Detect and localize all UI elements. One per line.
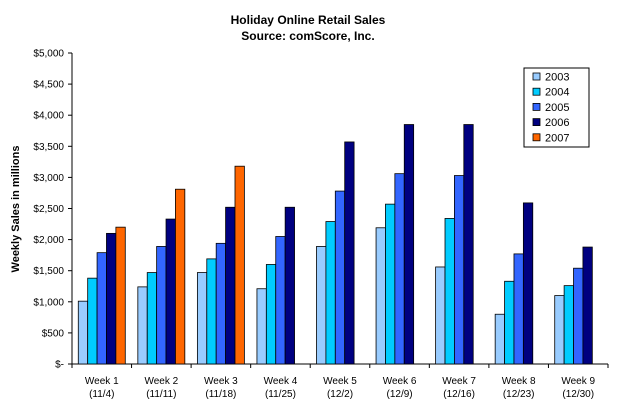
x-tick-label: Week 5 — [323, 376, 357, 387]
x-tick-date-label: (12/16) — [443, 389, 475, 400]
bar — [344, 141, 355, 365]
y-tick-label: $- — [55, 360, 64, 371]
legend-swatch — [532, 103, 541, 111]
bar — [454, 175, 465, 365]
bar — [334, 190, 346, 365]
bar — [206, 258, 217, 365]
bar — [106, 232, 117, 365]
x-tick-label: Week 6 — [383, 376, 417, 387]
bar — [284, 206, 295, 365]
bar — [256, 288, 267, 365]
x-tick-date-label: (11/18) — [205, 389, 236, 400]
x-tick-label: Week 9 — [561, 376, 595, 387]
bar — [563, 285, 574, 365]
x-tick-date-label: (11/11) — [146, 389, 176, 400]
chart-subtitle: Source: comScore, Inc. — [241, 29, 374, 43]
legend-label: 2005 — [545, 102, 569, 114]
bar — [165, 218, 176, 365]
bar — [394, 173, 405, 365]
x-tick-label: Week 1 — [85, 376, 119, 387]
y-tick-label: $5,000 — [33, 49, 64, 60]
bar — [504, 280, 515, 365]
bar — [137, 286, 148, 365]
bar — [215, 242, 226, 365]
bar — [275, 236, 286, 365]
y-tick-label: $1,500 — [33, 266, 64, 277]
y-tick-label: $2,000 — [33, 235, 64, 246]
bar — [146, 272, 158, 365]
y-tick-label: $500 — [42, 328, 65, 339]
x-tick-label: Week 8 — [502, 376, 536, 387]
legend-swatch — [532, 72, 541, 81]
x-tick-label: Week 7 — [442, 376, 476, 387]
y-tick-label: $4,000 — [33, 111, 64, 122]
legend-label: 2006 — [545, 117, 569, 129]
bar — [403, 124, 415, 365]
bar — [175, 188, 186, 365]
x-tick-label: Week 3 — [204, 376, 238, 387]
legend: 2003 2004 2005 2006 2007 — [523, 67, 590, 148]
bar — [463, 124, 474, 365]
bar — [435, 266, 446, 365]
x-tick-date-label: (12/30) — [562, 389, 594, 400]
chart-title: Holiday Online Retail Sales — [231, 13, 386, 27]
legend-label: 2004 — [545, 87, 569, 99]
bar — [196, 272, 208, 365]
x-tick-date-label: (11/4) — [89, 389, 114, 400]
bar — [265, 264, 277, 365]
bar — [494, 313, 505, 365]
legend-swatch — [532, 118, 541, 126]
bar — [225, 206, 236, 365]
y-tick-label: $2,500 — [33, 204, 64, 215]
x-tick-date-label: (11/25) — [265, 389, 296, 400]
bar — [385, 203, 396, 365]
legend-swatch — [532, 87, 541, 96]
legend-swatch — [532, 133, 541, 142]
bar — [96, 252, 107, 365]
x-tick-label: Week 2 — [144, 376, 178, 387]
y-tick-label: $3,000 — [33, 173, 64, 184]
bar — [87, 277, 98, 365]
y-tick-label: $1,000 — [33, 297, 64, 308]
bar — [115, 226, 126, 365]
bar — [325, 221, 336, 365]
bar — [156, 246, 167, 365]
x-tick-label: Week 4 — [264, 376, 298, 387]
legend-label: 2003 — [545, 72, 569, 84]
plot-area: $- $500 $1,000 $1,500 $2,000 $2,500 $3,000 $3,5… — [33, 49, 609, 400]
bar — [522, 202, 534, 365]
y-tick-label: $4,500 — [33, 80, 64, 91]
bar — [316, 246, 327, 365]
y-axis-label: Weekly Sales in millions — [10, 146, 22, 273]
bar — [234, 165, 245, 365]
y-tick-label: $3,500 — [33, 142, 64, 153]
x-tick-date-label: (12/9) — [386, 389, 412, 400]
x-tick-date-label: (12/2) — [327, 389, 353, 400]
bar — [573, 267, 584, 365]
bar — [513, 253, 524, 365]
bar — [582, 246, 593, 365]
legend-label: 2007 — [545, 132, 569, 144]
bar — [375, 227, 386, 365]
bar — [77, 300, 89, 365]
bar — [444, 218, 455, 365]
x-tick-date-label: (12/23) — [503, 389, 535, 400]
bar — [554, 295, 565, 365]
